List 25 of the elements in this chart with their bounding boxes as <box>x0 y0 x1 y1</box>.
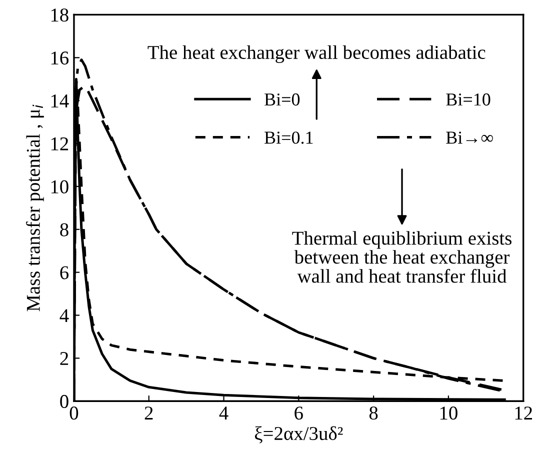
annotation: Thermal equiblibrium exists between the heat exchanger wall and heat transfer fluid <box>292 231 512 283</box>
y-tick-label: 6 <box>60 266 69 280</box>
x-tick-label: 0 <box>70 406 78 420</box>
x-axis-title: ξ=2αx/3uδ² <box>254 426 343 444</box>
y-tick-label: 0 <box>60 394 68 408</box>
y-tick-label: 18 <box>51 8 68 22</box>
y-tick-label: 10 <box>51 180 68 194</box>
y-tick-label: 4 <box>60 309 69 322</box>
y-tick-label: 16 <box>51 52 69 65</box>
annotation: The heat exchanger wall becomes adiabatic <box>148 45 486 64</box>
legend-label: Bi=10 <box>446 93 490 106</box>
x-tick-label: 4 <box>219 406 228 420</box>
x-tick-label: 12 <box>515 406 532 420</box>
y-tick-label: 2 <box>60 352 68 365</box>
legend-label: Bi=0.1 <box>264 132 313 144</box>
x-tick-label: 8 <box>369 406 378 420</box>
x-tick-label: 6 <box>294 406 303 420</box>
x-tick-label: 2 <box>144 406 153 420</box>
y-tick-label: 12 <box>51 137 68 150</box>
x-tick-label: 10 <box>440 406 458 420</box>
legend-label: Bi→∞ <box>446 132 493 144</box>
legend-label: Bi=0 <box>264 93 300 106</box>
y-tick-label: 8 <box>60 223 68 236</box>
y-tick-label: 14 <box>51 94 69 108</box>
y-axis-title: Mass transfer potential , μ$_{i}$ <box>26 104 44 312</box>
